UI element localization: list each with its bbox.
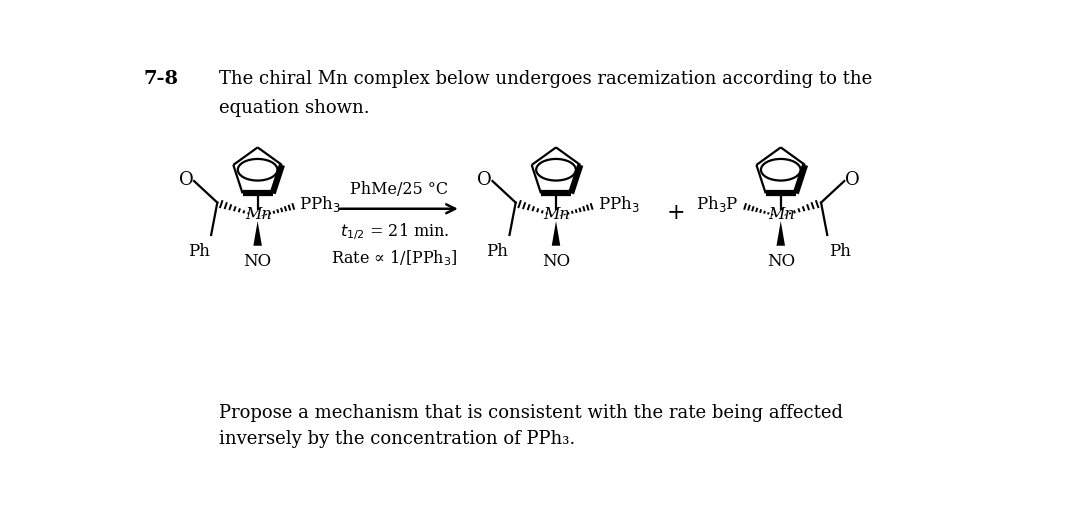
- Text: inversely by the concentration of PPh₃.: inversely by the concentration of PPh₃.: [219, 430, 575, 448]
- Text: Ph: Ph: [486, 243, 508, 260]
- Text: O: O: [845, 171, 859, 189]
- Text: PPh$_3$: PPh$_3$: [598, 194, 639, 214]
- Text: Mn: Mn: [245, 206, 272, 222]
- Text: Ph: Ph: [828, 243, 851, 260]
- Text: Mn: Mn: [769, 206, 795, 222]
- Text: $t_{1/2}$ = 21 min.: $t_{1/2}$ = 21 min.: [340, 221, 450, 242]
- Text: NO: NO: [244, 253, 272, 270]
- Text: equation shown.: equation shown.: [219, 99, 370, 117]
- Text: PhMe/25 °C: PhMe/25 °C: [350, 181, 448, 198]
- Text: The chiral Mn complex below undergoes racemization according to the: The chiral Mn complex below undergoes ra…: [219, 70, 872, 88]
- Text: Rate ∝ 1/[PPh$_3$]: Rate ∝ 1/[PPh$_3$]: [331, 249, 459, 268]
- Text: Ph: Ph: [188, 243, 210, 260]
- Text: Ph$_3$P: Ph$_3$P: [696, 194, 739, 214]
- Polygon shape: [253, 221, 262, 246]
- Text: O: O: [179, 171, 193, 189]
- Text: +: +: [667, 202, 685, 223]
- Text: NO: NO: [542, 253, 570, 270]
- Text: PPh$_3$: PPh$_3$: [299, 194, 341, 214]
- Polygon shape: [552, 221, 560, 246]
- Polygon shape: [776, 221, 785, 246]
- Text: Mn: Mn: [543, 206, 570, 222]
- Text: O: O: [478, 171, 492, 189]
- Text: NO: NO: [766, 253, 795, 270]
- Text: 7-8: 7-8: [143, 70, 179, 88]
- Text: Propose a mechanism that is consistent with the rate being affected: Propose a mechanism that is consistent w…: [219, 404, 842, 422]
